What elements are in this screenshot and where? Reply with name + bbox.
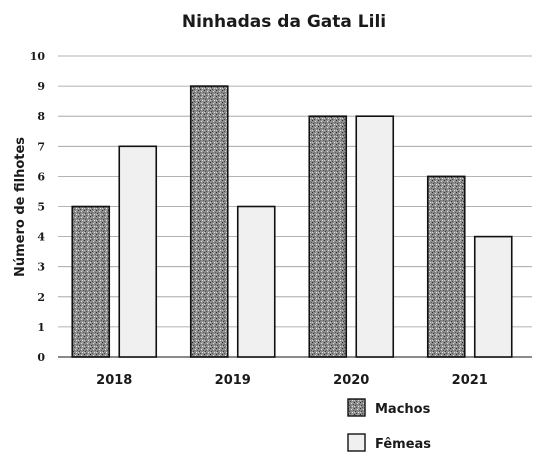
y-axis-label: Número de filhotes (13, 137, 28, 277)
bar-machos-2020 (308, 115, 348, 358)
legend-label-femeas: Fêmeas (375, 437, 431, 452)
x-tick-label: 2019 (215, 373, 251, 388)
bar-femeas-2020 (355, 115, 395, 358)
x-tick-label: 2020 (333, 373, 369, 388)
legend-label-machos: Machos (375, 402, 431, 417)
y-tick-label: 4 (37, 231, 45, 244)
y-tick-label: 2 (37, 291, 45, 304)
x-tick-label: 2018 (96, 373, 132, 388)
x-tick-label: 2021 (452, 373, 488, 388)
y-axis-ticks: 0 1 2 3 4 5 6 7 8 9 10 (30, 50, 46, 364)
bar-machos-2021 (426, 175, 466, 358)
y-tick-label: 9 (37, 80, 45, 93)
x-axis-ticks: 2018 2019 2020 2021 (96, 373, 488, 388)
y-tick-label: 0 (37, 351, 45, 364)
y-tick-label: 10 (30, 50, 46, 63)
chart-title: Ninhadas da Gata Lili (182, 12, 386, 32)
bar-femeas-2018 (118, 145, 158, 358)
y-tick-label: 5 (37, 201, 45, 214)
y-tick-label: 6 (37, 170, 45, 183)
y-tick-label: 1 (37, 321, 45, 334)
y-tick-label: 3 (37, 261, 45, 274)
legend-swatch-machos (347, 398, 366, 417)
bars (71, 85, 513, 358)
bar-machos-2019 (189, 85, 229, 358)
legend-swatch-femeas (347, 433, 366, 452)
bar-machos-2018 (71, 205, 111, 358)
bar-femeas-2021 (473, 235, 513, 358)
legend: Machos Fêmeas (347, 398, 431, 452)
y-tick-label: 8 (37, 110, 45, 123)
bar-femeas-2019 (236, 205, 276, 358)
y-tick-label: 7 (37, 140, 45, 153)
